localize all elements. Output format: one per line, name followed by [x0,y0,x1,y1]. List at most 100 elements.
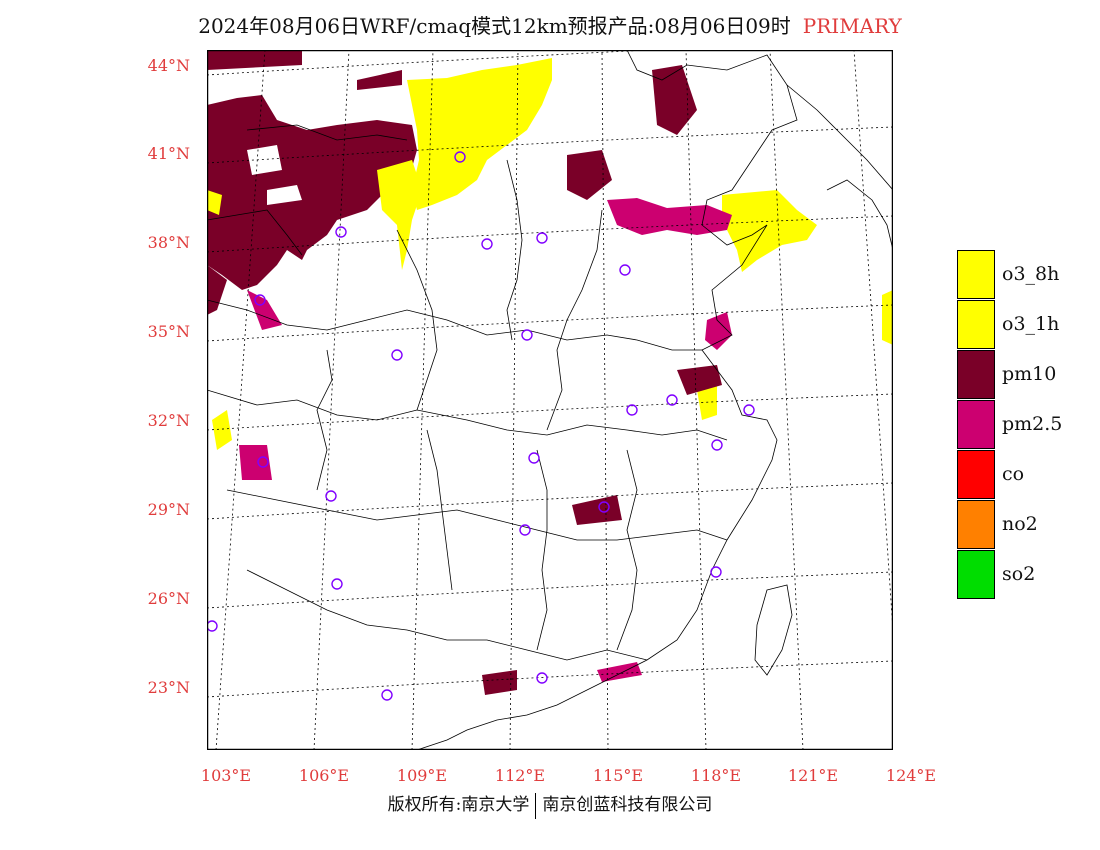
legend-item-co: co [957,449,1062,499]
map-border [207,50,893,750]
pm10-region-jiangxi [572,495,622,525]
legend-swatch-pm10 [957,349,995,399]
pm25-region-sichuan [239,445,272,480]
lat-label-38: 38°N [147,233,190,252]
lon-label-112: 112°E [494,766,546,785]
lon-label-109: 109°E [396,766,448,785]
longitude-line [411,50,434,750]
copyright-company: 南京创蓝科技有限公司 [542,795,713,815]
lat-label-26: 26°N [147,589,190,608]
o3-region-bohai [722,190,817,272]
lon-label-118: 118°E [690,766,742,785]
pm25-region-guangdong [597,662,642,682]
pm10-patch-west [207,265,227,315]
province-line-12 [246,124,408,141]
pollution-layer [207,50,893,695]
monitoring-station-marker [536,672,548,684]
o3-region-east-coast [882,290,893,345]
legend-item-no2: no2 [957,499,1062,549]
lat-label-41: 41°N [147,144,190,163]
longitude-line [509,50,519,750]
legend-swatch-co [957,449,995,499]
province-line-11 [316,349,333,491]
copyright-footer: 版权所有:南京大学 南京创蓝科技有限公司 [0,790,1100,819]
monitoring-station-marker [481,238,493,250]
province-line-5 [396,229,438,411]
province-line-9 [536,449,548,651]
legend-swatch-o3-1h [957,299,995,349]
monitoring-station-marker [254,294,266,306]
map-canvas [207,50,893,750]
o3-region-west [207,190,222,215]
monitoring-station-marker [710,566,722,578]
latitude-line [207,660,893,698]
latitude-line [207,393,893,431]
legend-label-o3-8h: o3_8h [1002,263,1060,285]
lon-label-106: 106°E [298,766,350,785]
legend-item-o3-1h: o3_1h [957,299,1062,349]
legend-item-pm25: pm2.5 [957,399,1062,449]
o3-region-north [407,58,552,210]
lat-label-23: 23°N [147,678,190,697]
province-line-3 [226,489,728,541]
monitoring-station-marker [331,578,343,590]
monitoring-station-marker [257,456,269,468]
monitoring-station-marker [325,490,337,502]
province-line-4 [246,569,648,661]
longitude-line [685,50,707,750]
longitude-line [853,50,893,637]
legend-item-o3-8h: o3_8h [957,249,1062,299]
map-panel [207,50,893,750]
province-line-6 [506,159,523,341]
border-northeast [786,84,893,191]
monitoring-station-marker [619,264,631,276]
province-borders [207,50,893,750]
pm10-north-strip [357,70,402,90]
monitoring-station-marker [381,689,393,701]
legend-swatch-no2 [957,499,995,549]
pm25-region-shandong [705,312,732,350]
lon-label-121: 121°E [787,766,839,785]
province-line-8 [426,429,453,591]
province-line-7 [546,209,603,431]
footer-separator [535,792,537,819]
clear-patch-2 [267,185,302,205]
title-main: 2024年08月06日WRF/cmaq模式12km预报产品:08月06日09时 [198,14,791,38]
pm10-region-anhui [677,365,722,395]
pm10-region-hebei [567,150,612,200]
pm10-region-inner-mongolia [207,95,417,290]
taiwan [754,584,793,676]
province-line-2 [207,389,728,441]
monitoring-station-marker [711,439,723,451]
legend-item-pm10: pm10 [957,349,1062,399]
monitoring-station-marker [528,452,540,464]
title-primary-tag: PRIMARY [802,14,902,38]
monitoring-station-marker [519,524,531,536]
legend-label-pm25: pm2.5 [1002,413,1063,435]
pm10-region-guangxi [482,670,517,695]
legend-label-co: co [1002,463,1025,485]
province-line-1 [207,299,702,351]
pm25-region-west [247,290,282,330]
legend-label-o3-1h: o3_1h [1002,313,1060,335]
monitoring-station-marker [536,232,548,244]
monitoring-station-marker [207,620,218,632]
monitoring-station-marker [743,404,755,416]
lat-label-35: 35°N [147,322,190,341]
legend-swatch-pm25 [957,399,995,449]
longitude-line [769,50,804,750]
lon-label-115: 115°E [592,766,644,785]
copyright-owner: 版权所有:南京大学 [387,795,530,815]
lat-label-29: 29°N [147,500,190,519]
monitoring-station-marker [454,151,466,163]
legend-label-no2: no2 [1002,513,1038,535]
lat-label-44: 44°N [147,56,190,75]
monitoring-station-marker [391,349,403,361]
station-markers [207,151,755,701]
latitude-line [207,482,893,520]
clear-patch-1 [247,145,282,175]
lon-label-103: 103°E [200,766,252,785]
province-line-10 [616,449,638,651]
o3-region-north-2 [377,160,422,270]
lat-label-32: 32°N [147,411,190,430]
